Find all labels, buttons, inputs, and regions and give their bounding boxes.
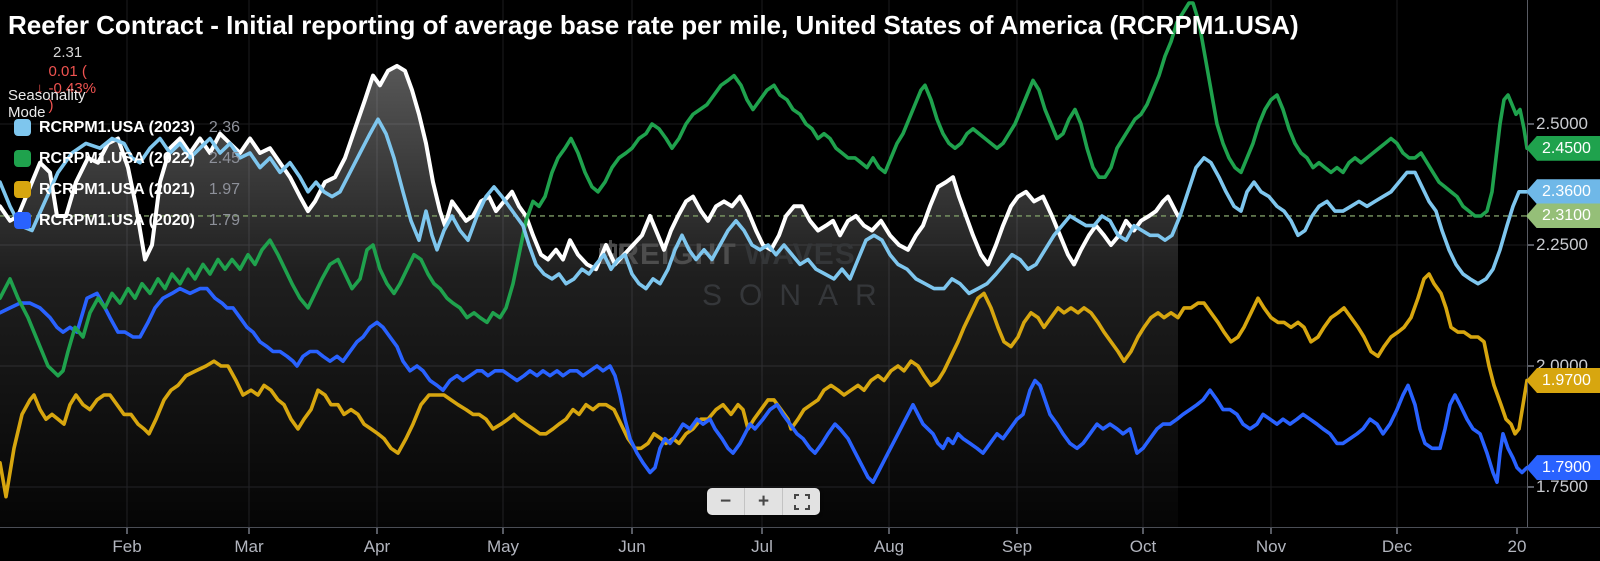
price-label: 1.7500 [1536,477,1588,496]
price-badge-2.4500: 2.4500 [1526,135,1600,161]
legend-value: 2.36 [208,118,241,136]
month-label-Nov: Nov [1255,537,1287,556]
month-tick [1396,528,1398,534]
legend-item-2022[interactable]: RCRPM1.USA (2022) 2.45 [14,143,240,174]
month-label-Jul: Jul [751,537,773,556]
price-badge-2.3600: 2.3600 [1526,179,1600,205]
plot-area[interactable]: FREIGHT WAVES SONAR [0,0,1527,527]
month-label-Jun: Jun [618,537,646,556]
month-label-Sep: Sep [1001,537,1033,556]
series-line-rcrpm1-usa-2022-[interactable] [0,1,1527,378]
legend-label: RCRPM1.USA (2023) [39,118,195,136]
price-tick [1528,244,1534,246]
month-label-May: May [486,537,520,556]
series-line-rcrpm1-usa-2020-[interactable] [0,286,1527,485]
chart-title: Reefer Contract - Initial reporting of a… [8,10,1299,40]
zoom-in-button[interactable]: + [744,488,782,515]
chart-background-layer [0,0,1527,527]
month-tick [761,528,763,534]
month-label-Aug: Aug [873,537,905,556]
price-axis[interactable]: 2.5000 2.2500 2.0000 1.7500 [1527,0,1600,527]
price-tick [1528,123,1534,125]
zoom-toolbar: − + [707,488,820,515]
legend-value: 1.97 [208,180,241,198]
legend-value: 2.45 [208,149,241,167]
legend-item-2021[interactable]: RCRPM1.USA (2021) 1.97 [14,174,240,205]
month-tick [376,528,378,534]
month-tick [1016,528,1018,534]
legend-item-2023[interactable]: RCRPM1.USA (2023) 2.36 [14,112,240,143]
price-badge-1.9700: 1.9700 [1526,368,1600,394]
month-label-20: 20 [1507,537,1527,556]
month-label-Mar: Mar [234,537,264,556]
month-label-Apr: Apr [363,537,391,556]
month-label-Dec: Dec [1381,537,1413,556]
price-badge-2.3100: 2.3100 [1526,203,1600,229]
price-badge-1.7900: 1.7900 [1526,455,1600,481]
down-arrow-icon: ↓ [36,80,44,97]
series-swatch-2021-icon [14,181,31,198]
series-swatch-2022-icon [14,150,31,167]
month-tick [1516,528,1518,534]
month-label-Feb: Feb [112,537,142,556]
series-line-rcrpm1-usa-2023-[interactable] [0,117,1527,296]
legend-label: RCRPM1.USA (2021) [39,180,195,198]
month-tick [888,528,890,534]
chart-series-layer [0,1,1527,499]
month-label-Oct: Oct [1129,537,1157,556]
month-tick [248,528,250,534]
area-fill-current-series [0,65,1178,527]
last-value-text: 2.31 [53,44,83,61]
fullscreen-button[interactable] [782,488,820,515]
month-tick [1142,528,1144,534]
legend-label: RCRPM1.USA (2020) [39,211,195,229]
price-label: 2.2500 [1536,235,1588,254]
legend-value: 1.79 [208,211,241,229]
price-tick [1528,486,1534,488]
zoom-out-button[interactable]: − [719,490,732,512]
price-label: 2.5000 [1536,114,1588,133]
month-tick [502,528,504,534]
price-tick [1528,365,1534,367]
change-text: 0.01 ( -0.43% ) [48,63,97,114]
change-row: ↓ 0.01 ( -0.43% ) [36,63,96,114]
series-swatch-2020-icon [14,212,31,229]
seasonality-mode-label: Seasonality Mode [8,87,86,121]
time-axis[interactable]: Feb Mar Apr May Jun Jul Aug Sep Oct Nov Dec 20 [0,527,1600,561]
legend-item-2020[interactable]: RCRPM1.USA (2020) 1.79 [14,205,240,236]
series-swatch-2023-icon [14,119,31,136]
legend: RCRPM1.USA (2023) 2.36 RCRPM1.USA (2022)… [14,112,240,236]
month-tick [1270,528,1272,534]
month-tick [631,528,633,534]
legend-label: RCRPM1.USA (2022) [39,149,195,167]
fullscreen-icon [793,493,810,510]
month-tick [126,528,128,534]
